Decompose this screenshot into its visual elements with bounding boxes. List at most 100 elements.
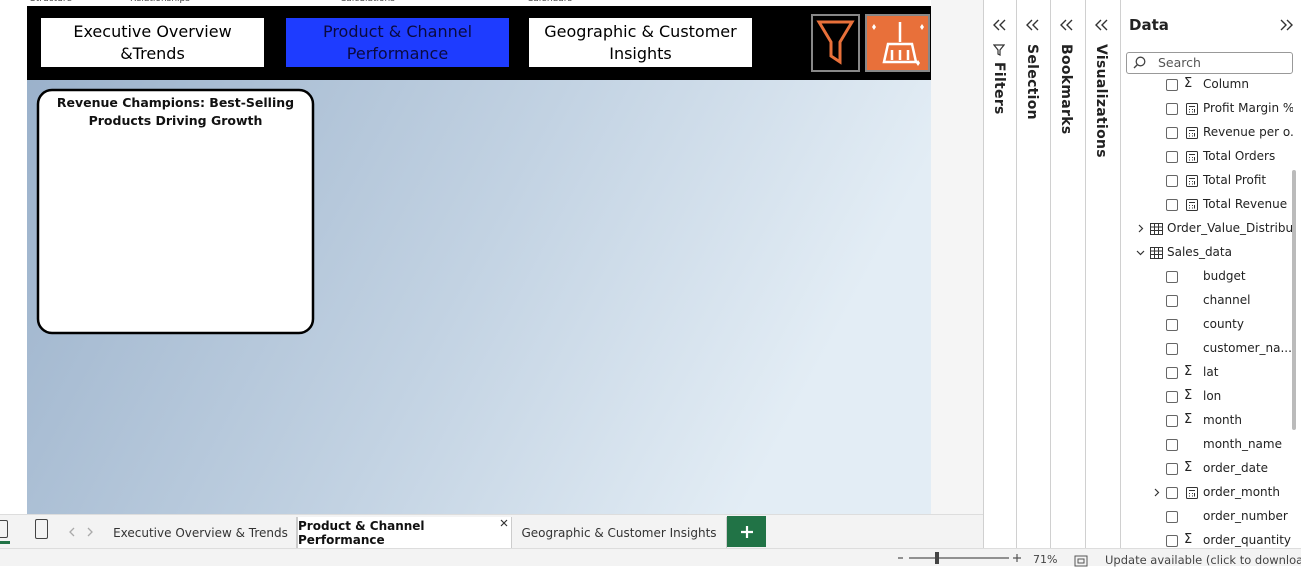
checkbox[interactable] [1166, 151, 1178, 163]
field-row[interactable]: Order_Value_Distribu... [1121, 217, 1293, 241]
field-label: Total Revenue [1203, 197, 1288, 211]
field-symbol: Σ [1184, 412, 1193, 427]
field-label: channel [1203, 293, 1251, 307]
page-tab[interactable]: Product & Channel Performance [297, 517, 512, 548]
field-symbol: Σ [1184, 77, 1193, 91]
checkbox[interactable] [1166, 271, 1178, 283]
ribbon-tab[interactable]: Structure [30, 0, 72, 4]
measure-icon [1186, 103, 1198, 115]
ribbon-tab[interactable]: Relationships [130, 0, 190, 4]
pane-strip [1016, 0, 1050, 548]
ribbon-tab[interactable]: Calculations [340, 0, 395, 4]
field-row[interactable]: channel [1121, 289, 1293, 313]
nav-button[interactable]: Product & Channel Performance [284, 16, 511, 69]
checkbox[interactable] [1166, 127, 1178, 139]
pane-strip [1050, 0, 1085, 548]
ribbon-tab[interactable]: Calendars [527, 0, 572, 4]
checkbox[interactable] [1166, 367, 1178, 379]
field-symbol: Σ [1184, 460, 1193, 475]
field-label: Total Profit [1203, 173, 1267, 187]
checkbox[interactable] [1166, 319, 1178, 331]
field-row[interactable]: Total Profit [1121, 169, 1293, 193]
nav-button[interactable]: Executive Overview &Trends [39, 16, 266, 69]
field-label: month_name [1203, 437, 1282, 451]
checkbox[interactable] [1166, 415, 1178, 427]
field-row[interactable]: customer_na... [1121, 337, 1293, 361]
checkbox[interactable] [1166, 439, 1178, 451]
field-label: county [1203, 317, 1244, 331]
collapse-icon [993, 19, 1006, 31]
checkbox[interactable] [1166, 535, 1178, 547]
search-placeholder: Search [1158, 55, 1201, 70]
field-row[interactable]: county [1121, 313, 1293, 337]
checkbox[interactable] [1166, 103, 1178, 115]
measure-icon [1186, 175, 1198, 187]
update-notice[interactable]: Update available (click to download) [1105, 553, 1301, 567]
field-row[interactable]: order_month [1121, 481, 1293, 505]
field-row[interactable]: month_name [1121, 433, 1293, 457]
field-row[interactable]: Sales_data [1121, 241, 1293, 265]
data-pane [1120, 0, 1301, 548]
table-icon [1150, 247, 1163, 259]
pane-label[interactable]: Bookmarks [1058, 44, 1074, 135]
funnel-icon [816, 20, 855, 65]
field-list: Σ Column Profit Margin % Revenue per o... To… [1121, 77, 1293, 548]
measure-icon [1186, 487, 1198, 499]
checkbox[interactable] [1166, 391, 1178, 403]
field-row[interactable]: Profit Margin % [1121, 97, 1293, 121]
measure-icon [1186, 151, 1198, 163]
field-row[interactable]: Revenue per o... [1121, 121, 1293, 145]
pane-label[interactable]: Filters [991, 62, 1007, 115]
checkbox[interactable] [1166, 343, 1178, 355]
collapse-icon [1095, 19, 1108, 31]
nav-button[interactable]: Geographic & Customer Insights [527, 16, 754, 69]
checkbox[interactable] [1166, 295, 1178, 307]
card [36, 88, 315, 335]
collapse-icon [1026, 19, 1039, 31]
field-row[interactable]: order_number [1121, 505, 1293, 529]
page-view-icon [0, 520, 8, 538]
expand-icon [1138, 224, 1144, 233]
field-label: month [1203, 413, 1242, 427]
field-row[interactable]: budget [1121, 265, 1293, 289]
zoom-level[interactable]: 71% [1033, 553, 1058, 566]
page-tab[interactable]: Executive Overview & Trends [105, 517, 297, 548]
measure-icon [1186, 127, 1198, 139]
expand-icon [1154, 488, 1160, 497]
add-icon [741, 526, 753, 538]
page-tab[interactable]: Geographic & Customer Insights [512, 517, 727, 548]
field-row[interactable]: Total Revenue [1121, 193, 1293, 217]
measure-icon [1186, 199, 1198, 211]
pane-label[interactable]: Visualizations [1093, 44, 1109, 158]
search-box[interactable] [1126, 52, 1293, 74]
checkbox[interactable] [1166, 199, 1178, 211]
checkbox[interactable] [1166, 463, 1178, 475]
collapse-icon [1280, 19, 1293, 31]
field-label: Profit Margin % [1203, 101, 1293, 115]
field-label: lat [1203, 365, 1219, 379]
zoom-slider [898, 552, 1021, 564]
field-symbol: Σ [1184, 532, 1193, 547]
fit-page-icon [1074, 555, 1088, 567]
field-row[interactable]: Σ Column [1121, 77, 1293, 97]
field-label: order_month [1203, 485, 1280, 499]
checkbox[interactable] [1166, 79, 1178, 91]
checkbox[interactable] [1166, 175, 1178, 187]
status-bar [0, 548, 1301, 566]
field-row[interactable]: Total Orders [1121, 145, 1293, 169]
field-label: order_number [1203, 509, 1288, 523]
field-label: budget [1203, 269, 1246, 283]
pane-label[interactable]: Selection [1024, 44, 1040, 120]
mobile-view-icon[interactable] [35, 519, 48, 539]
checkbox[interactable] [1166, 511, 1178, 523]
pane-strip [1085, 0, 1120, 548]
pane-strip [983, 0, 1016, 548]
field-label: Order_Value_Distribu... [1167, 221, 1293, 235]
checkbox[interactable] [1166, 487, 1178, 499]
tab-arrows [69, 527, 93, 537]
